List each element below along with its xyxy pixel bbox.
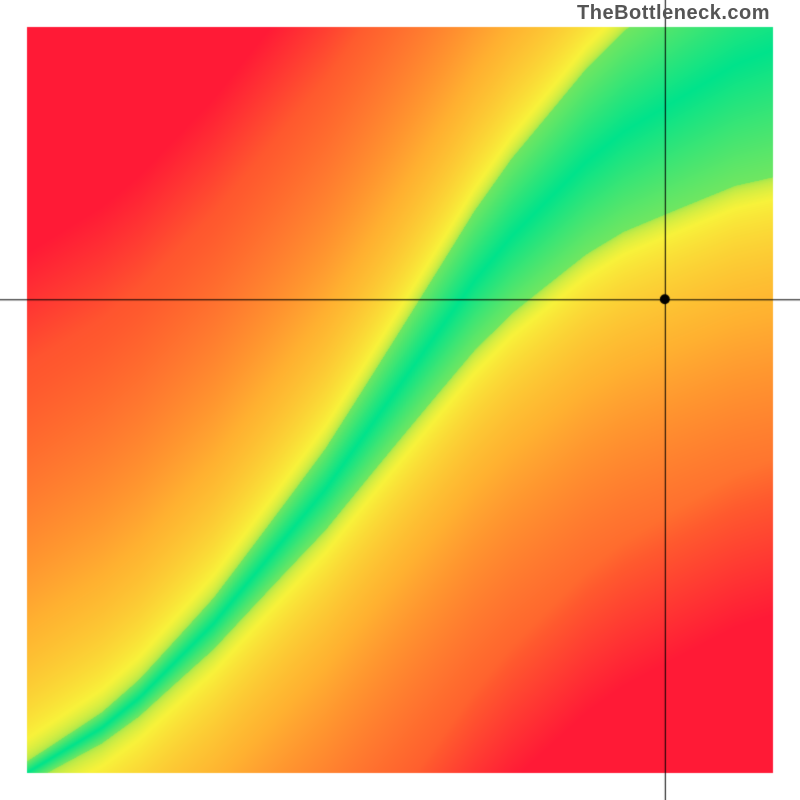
chart-container: TheBottleneck.com bbox=[0, 0, 800, 800]
heatmap-canvas bbox=[0, 0, 800, 800]
watermark-text: TheBottleneck.com bbox=[577, 2, 770, 25]
